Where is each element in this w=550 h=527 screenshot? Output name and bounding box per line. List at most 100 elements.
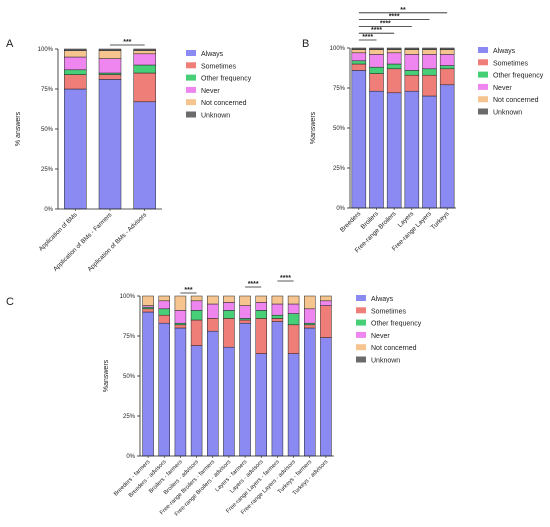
bar-c-0-sometimes bbox=[142, 308, 154, 313]
bar-c-9-other-frequency bbox=[287, 313, 300, 326]
legend-label-a-never: Never bbox=[201, 88, 220, 95]
y-tick-label-a-2: 50% bbox=[41, 127, 54, 133]
bar-c-9-never bbox=[287, 303, 300, 314]
panel-b: B0%25%50%75%100%%answersBreedersBroilers… bbox=[302, 7, 544, 255]
bar-a-1-not-concerned bbox=[98, 50, 122, 59]
bar-b-2-unknown bbox=[386, 47, 402, 50]
legend-label-c-other-frequency: Other frequency bbox=[371, 321, 422, 328]
sig-label-b-0: **** bbox=[362, 34, 373, 41]
legend-label-a-unknown: Unknown bbox=[201, 113, 230, 120]
bar-c-7-not-concerned bbox=[255, 295, 267, 303]
legend-label-a-sometimes: Sometimes bbox=[201, 63, 237, 70]
y-tick-label-b-1: 25% bbox=[333, 166, 346, 172]
bar-b-4-never bbox=[422, 54, 437, 70]
sig-label-a-0: *** bbox=[123, 39, 131, 46]
y-tick-label-a-4: 100% bbox=[38, 47, 54, 53]
bar-b-1-unknown bbox=[369, 47, 384, 50]
bar-b-0-unknown bbox=[351, 47, 367, 50]
legend-swatch-b-sometimes bbox=[478, 59, 488, 66]
bar-c-4-never bbox=[207, 303, 219, 319]
bar-c-6-never bbox=[239, 305, 251, 319]
bar-c-1-sometimes bbox=[158, 314, 170, 324]
bar-b-3-not-concerned bbox=[404, 49, 420, 55]
sig-label-c-2: **** bbox=[280, 275, 291, 282]
bar-b-0-sometimes bbox=[351, 63, 367, 71]
legend-swatch-b-always bbox=[478, 47, 488, 53]
bar-c-2-sometimes bbox=[174, 324, 187, 329]
legend-swatch-c-always bbox=[356, 295, 366, 301]
bar-a-1-never bbox=[98, 58, 122, 74]
bar-c-8-sometimes bbox=[271, 318, 284, 322]
legend-swatch-b-unknown bbox=[478, 108, 488, 115]
bar-c-1-not-concerned bbox=[158, 295, 170, 302]
bar-c-11-always bbox=[320, 337, 332, 457]
bar-c-2-always bbox=[174, 327, 187, 457]
bar-b-4-unknown bbox=[422, 47, 437, 50]
sig-label-c-0: *** bbox=[184, 287, 192, 294]
bar-b-5-not-concerned bbox=[439, 49, 455, 55]
legend-swatch-a-always bbox=[186, 50, 196, 56]
legend-swatch-a-not-concerned bbox=[186, 99, 196, 106]
sig-label-b-2: **** bbox=[380, 20, 391, 27]
bar-a-0-never bbox=[64, 56, 87, 71]
bar-a-2-never bbox=[133, 53, 156, 66]
legend-swatch-c-unknown bbox=[356, 356, 366, 363]
bar-c-1-other-frequency bbox=[158, 308, 170, 316]
bar-c-3-other-frequency bbox=[190, 310, 203, 321]
bar-c-10-never bbox=[304, 308, 316, 324]
legend-label-a-not-concerned: Not concerned bbox=[201, 100, 247, 107]
bar-c-7-sometimes bbox=[255, 318, 267, 354]
bar-b-5-always bbox=[439, 84, 455, 209]
bar-c-3-always bbox=[190, 345, 203, 457]
bar-b-4-not-concerned bbox=[422, 49, 437, 55]
bar-a-1-sometimes bbox=[98, 74, 122, 80]
panel-a: A 0% 25% 50% 75% 100% % answers Application of … bbox=[6, 38, 252, 273]
bar-c-5-always bbox=[223, 346, 235, 457]
legend-swatch-b-not-concerned bbox=[478, 96, 488, 103]
x-tick-label-a-1: Application of BMs - Farmers bbox=[52, 211, 113, 272]
y-axis-label-a: % answers bbox=[15, 111, 22, 146]
bar-b-5-unknown bbox=[439, 47, 455, 50]
bar-b-3-unknown bbox=[404, 47, 420, 50]
bar-c-2-not-concerned bbox=[174, 295, 187, 311]
bar-a-1-unknown bbox=[98, 48, 122, 51]
bar-c-5-other-frequency bbox=[223, 310, 235, 319]
bar-c-6-sometimes bbox=[239, 319, 251, 324]
bar-b-5-other-frequency bbox=[439, 65, 455, 70]
bar-a-2-other-frequency bbox=[133, 64, 156, 74]
panel-letter-c: C bbox=[6, 296, 14, 308]
bar-c-5-never bbox=[223, 302, 235, 311]
bar-b-2-sometimes bbox=[386, 68, 402, 94]
legend-label-b-unknown: Unknown bbox=[493, 110, 522, 117]
x-tick-label-b-5: Turkeys bbox=[430, 210, 451, 231]
bar-a-2-sometimes bbox=[133, 72, 156, 103]
legend-swatch-b-never bbox=[478, 83, 488, 90]
legend-label-b-other-frequency: Other frequency bbox=[493, 73, 544, 80]
x-tick-label-b-0: Breeders bbox=[339, 210, 362, 233]
bar-b-0-always bbox=[351, 70, 367, 209]
bar-c-1-never bbox=[158, 300, 170, 310]
bar-c-4-sometimes bbox=[207, 318, 219, 332]
panel-letter-a: A bbox=[6, 38, 14, 50]
bar-a-0-unknown bbox=[64, 48, 87, 51]
legend-swatch-b-other-frequency bbox=[478, 71, 488, 78]
y-tick-label-c-4: 100% bbox=[120, 294, 136, 300]
bar-c-11-not-concerned bbox=[320, 295, 332, 302]
bar-a-0-sometimes bbox=[64, 74, 87, 90]
bar-b-1-sometimes bbox=[369, 73, 384, 92]
bar-c-5-not-concerned bbox=[223, 295, 235, 303]
bar-a-2-not-concerned bbox=[133, 50, 156, 55]
bar-b-2-never bbox=[386, 52, 402, 65]
legend-label-a-other-frequency: Other frequency bbox=[201, 76, 252, 83]
bar-a-2-always bbox=[133, 101, 156, 210]
y-tick-label-c-1: 25% bbox=[123, 414, 136, 420]
sig-label-b-4: ** bbox=[400, 7, 406, 14]
y-tick-label-c-0: 0% bbox=[126, 454, 135, 460]
bar-b-2-always bbox=[386, 92, 402, 209]
bar-c-9-not-concerned bbox=[287, 295, 300, 305]
bar-c-7-never bbox=[255, 302, 267, 311]
y-tick-label-a-0: 0% bbox=[44, 207, 53, 213]
legend-label-c-unknown: Unknown bbox=[371, 358, 400, 365]
